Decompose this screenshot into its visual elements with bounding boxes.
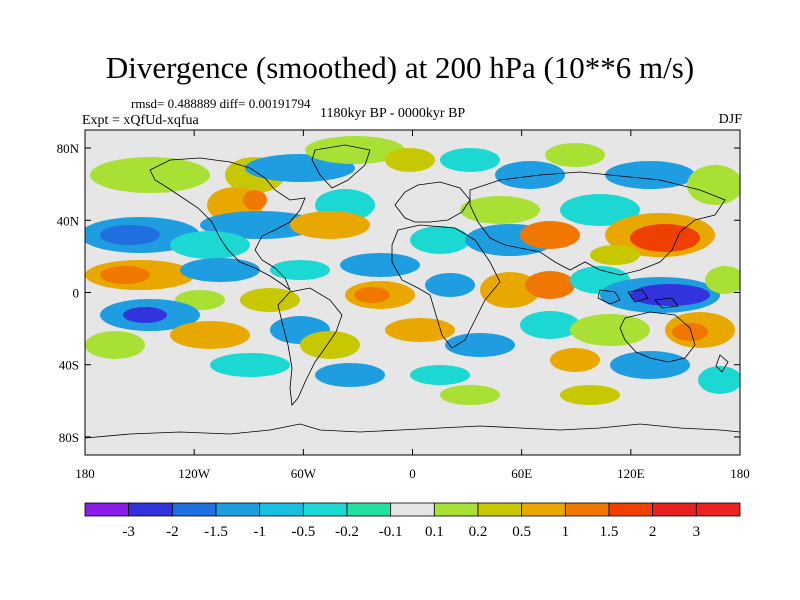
colorbar-swatch — [608, 502, 654, 517]
colorbar-label: -1.5 — [204, 524, 228, 540]
lon-tick-label: 60E — [511, 466, 532, 481]
colorbar-label: -2 — [166, 524, 179, 540]
colorbar-swatch — [302, 502, 348, 517]
lon-tick-label: 0 — [409, 466, 416, 481]
season-label: DJF — [718, 112, 742, 127]
rmsd-diff-stats: rmsd= 0.488889 diff= 0.00191794 — [131, 96, 311, 111]
colorbar-swatch — [564, 502, 610, 517]
lon-tick-label: 120E — [617, 466, 645, 481]
colorbar-swatch — [477, 502, 523, 517]
colorbar-swatch — [433, 502, 479, 517]
divergence-field — [85, 136, 740, 405]
colorbar-label: 0.5 — [512, 524, 531, 540]
indonesia-coast — [597, 289, 679, 309]
australia-coast — [619, 311, 696, 363]
period-label: 1180kyr BP - 0000kyr BP — [320, 106, 466, 121]
colorbar-swatch — [171, 502, 217, 517]
colorbar-label: 1.5 — [600, 524, 619, 540]
colorbar-swatch — [215, 502, 261, 517]
lon-tick-label: 120W — [178, 466, 211, 481]
colorbar-label: -1 — [253, 524, 266, 540]
lon-tick-label: 180 — [75, 466, 95, 481]
lon-tick-label: 60W — [291, 466, 317, 481]
north-america-coast — [149, 157, 306, 292]
africa-coast — [391, 224, 501, 349]
antarctica-coast — [85, 423, 740, 439]
asia-coast — [469, 171, 726, 276]
colorbar-label: 0.2 — [469, 524, 488, 540]
plot-title: Divergence (smoothed) at 200 hPa (10**6 … — [105, 50, 695, 85]
colorbar-swatch — [652, 502, 697, 517]
colorbar-swatch — [521, 502, 566, 517]
europe-coast — [394, 181, 471, 223]
lat-tick-label: 80N — [57, 141, 80, 156]
colorbar-label: -0.2 — [335, 524, 359, 540]
latitude-axis: 80N 40N 0 40S 80S — [57, 141, 740, 445]
colorbar-label: 2 — [649, 524, 657, 540]
lat-tick-label: 0 — [73, 286, 80, 301]
experiment-label: Expt = xQfUd-xqfua — [82, 113, 199, 128]
south-america-coast — [277, 287, 343, 406]
colorbar-label: 1 — [562, 524, 570, 540]
colorbar: -3 -2 -1.5 -1 -0.5 -0.2 -0.1 0.1 0.2 0.5 1 1.5 2 3 — [84, 502, 741, 540]
greenland-coast — [311, 144, 371, 189]
colorbar-swatch — [84, 502, 130, 517]
lat-tick-label: 40N — [57, 213, 80, 228]
new-zealand-coast — [715, 354, 729, 373]
colorbar-label: 0.1 — [425, 524, 444, 540]
colorbar-label: 3 — [693, 524, 701, 540]
colorbar-swatch — [346, 502, 392, 517]
colorbar-label: -0.1 — [379, 524, 403, 540]
lon-tick-label: 180 — [730, 466, 750, 481]
colorbar-swatch — [259, 502, 304, 517]
colorbar-swatch — [695, 502, 741, 517]
colorbar-swatch — [390, 502, 435, 517]
longitude-axis: 180 120W 60W 0 60E 120E 180 — [75, 130, 750, 481]
colorbar-label: -0.5 — [291, 524, 315, 540]
colorbar-swatch — [128, 502, 173, 517]
lat-tick-label: 40S — [59, 358, 79, 373]
coastlines — [85, 144, 740, 439]
lat-tick-label: 80S — [59, 430, 79, 445]
colorbar-label: -3 — [122, 524, 135, 540]
